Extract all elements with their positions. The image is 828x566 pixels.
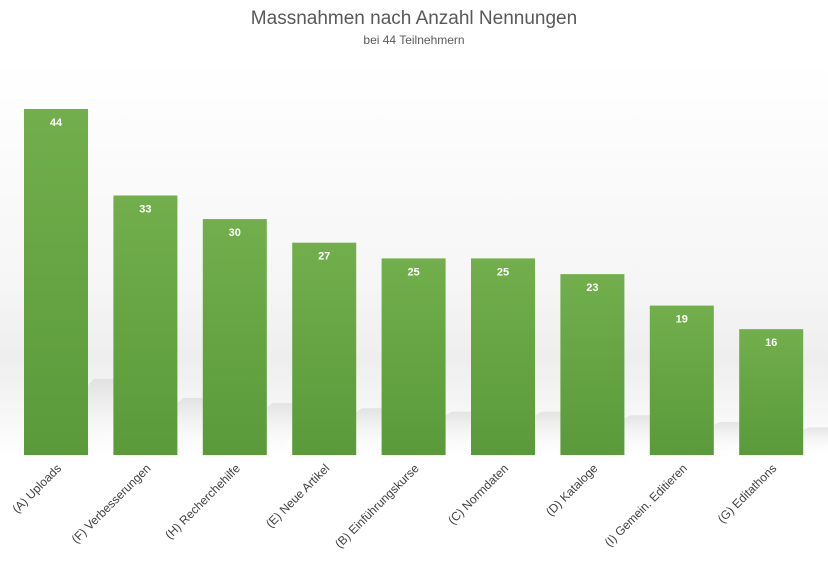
x-tick-label: (B) Einführungskurse	[332, 461, 422, 551]
x-tick-label: (H) Recherchehilfe	[162, 461, 243, 542]
data-label: 25	[407, 266, 419, 278]
bar	[739, 329, 804, 455]
bar	[471, 258, 535, 455]
data-label: 33	[139, 204, 151, 216]
chart-subtitle: bei 44 Teilnehmern	[363, 33, 465, 47]
x-tick-label: (I) Gemein. Editieren	[602, 461, 690, 549]
x-tick-label: (A) Uploads	[9, 461, 64, 516]
chart-title: Massnahmen nach Anzahl Nennungen	[250, 8, 578, 29]
data-label: 19	[676, 314, 688, 326]
bar	[560, 274, 625, 455]
x-tick-label: (E) Neue Artikel	[263, 461, 332, 530]
data-label: 30	[229, 227, 241, 239]
data-label: 25	[497, 266, 509, 278]
data-label: 23	[586, 282, 598, 294]
data-label: 16	[765, 337, 777, 349]
bar	[202, 219, 267, 455]
bar	[113, 195, 178, 455]
bar	[24, 109, 88, 455]
bar	[381, 258, 446, 455]
bar	[292, 242, 357, 455]
x-tick-label: (D) Kataloge	[543, 461, 601, 519]
x-tick-label: (F) Verbesserungen	[69, 461, 154, 546]
x-tick-label: (C) Normdaten	[445, 461, 511, 527]
bar	[649, 305, 714, 455]
x-tick-label: (G) Editathons	[715, 461, 780, 526]
data-label: 44	[50, 117, 63, 129]
data-label: 27	[318, 251, 330, 263]
